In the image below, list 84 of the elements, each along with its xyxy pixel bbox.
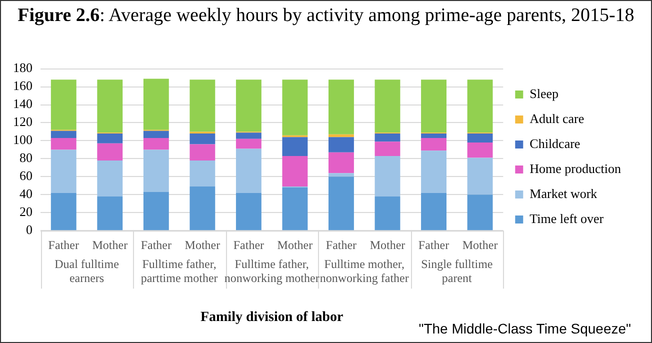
bar: [282, 80, 308, 136]
y-tick-label: 80: [20, 150, 32, 166]
x-axis-title: Family division of labor: [200, 310, 344, 326]
bar: [97, 143, 123, 160]
y-tick-label: 180: [13, 60, 32, 76]
x-tick-label: Father: [48, 238, 79, 252]
legend-label: Childcare: [530, 136, 580, 151]
bar: [467, 80, 493, 133]
x-tick-label: Father: [233, 238, 264, 252]
bar: [421, 138, 446, 151]
bar: [50, 130, 76, 138]
x-tick-label: Mother: [92, 238, 128, 252]
x-tick-label: Father: [418, 238, 450, 252]
bar: [421, 134, 446, 138]
text: Single fulltime parent: [421, 256, 493, 285]
legend-label: Home production: [530, 160, 622, 176]
y-tick-label: 160: [13, 78, 32, 94]
bar: [236, 148, 262, 193]
legend-label: Market work: [530, 186, 598, 201]
bar: [467, 158, 493, 195]
bar: [190, 80, 216, 132]
bar: [328, 173, 354, 177]
bar: [328, 80, 354, 134]
bar: [374, 196, 400, 230]
text: Fulltime mother, nonworking father: [320, 256, 409, 285]
bar: [328, 137, 354, 152]
y-tick-label: 100: [13, 132, 32, 148]
bar: [97, 160, 123, 196]
bar: [190, 134, 216, 144]
bar: [282, 156, 308, 187]
bar: [190, 144, 216, 160]
y-tick-label: 20: [20, 204, 32, 220]
x-tick-label: Father: [140, 238, 172, 252]
bar: [143, 150, 169, 192]
bar: [236, 192, 262, 230]
bar: [282, 137, 308, 156]
text: Dual fulltime earners: [54, 256, 119, 285]
text: Fulltime father, nonworking mother: [224, 256, 320, 285]
y-tick-label: 60: [20, 168, 32, 184]
x-tick-label: Mother: [184, 238, 220, 252]
bar: [236, 80, 262, 132]
bar: [190, 160, 216, 187]
y-tick-label: 120: [13, 114, 32, 130]
bar: [421, 150, 446, 193]
x-tick-label: Mother: [277, 238, 313, 252]
bar: [467, 194, 493, 230]
bar: [50, 138, 76, 150]
bar: [50, 80, 76, 130]
y-tick-label: 40: [20, 186, 32, 202]
text: Fulltime father, parttime mother: [140, 256, 218, 285]
bar: [50, 150, 76, 193]
bar: [236, 132, 262, 139]
bar: [374, 142, 400, 156]
x-tick-label: Mother: [462, 238, 498, 252]
text: "The Middle-Class Time Squeeze": [418, 320, 632, 336]
legend-label: Adult care: [530, 110, 584, 126]
legend-label: Sleep: [530, 86, 559, 101]
bar: [374, 80, 400, 133]
bar: [374, 134, 400, 142]
bar: [467, 134, 493, 143]
bar: [421, 192, 446, 230]
x-tick-label: Mother: [370, 238, 406, 252]
bar: [143, 192, 169, 230]
bar: [421, 80, 446, 133]
bar: [143, 78, 169, 130]
bar: [328, 134, 354, 138]
bar: [97, 196, 123, 230]
bar: [282, 187, 308, 230]
chart-title: Figure 2.6: Average weekly hours by activity among prime-age parents, 2015-18: [16, 5, 636, 27]
x-tick-label: Father: [326, 238, 357, 252]
bar: [143, 138, 169, 150]
bar: [97, 80, 123, 133]
bar: [50, 192, 76, 230]
y-tick-label: 140: [13, 96, 32, 112]
y-tick-label: 0: [26, 222, 32, 238]
bar: [328, 152, 354, 174]
legend-label: Time left over: [530, 210, 604, 226]
bar: [236, 138, 262, 149]
bar: [374, 156, 400, 196]
bar: [328, 176, 354, 230]
bar: [143, 130, 169, 138]
bar: [190, 186, 216, 230]
bar: [97, 134, 123, 144]
bar: [467, 142, 493, 158]
